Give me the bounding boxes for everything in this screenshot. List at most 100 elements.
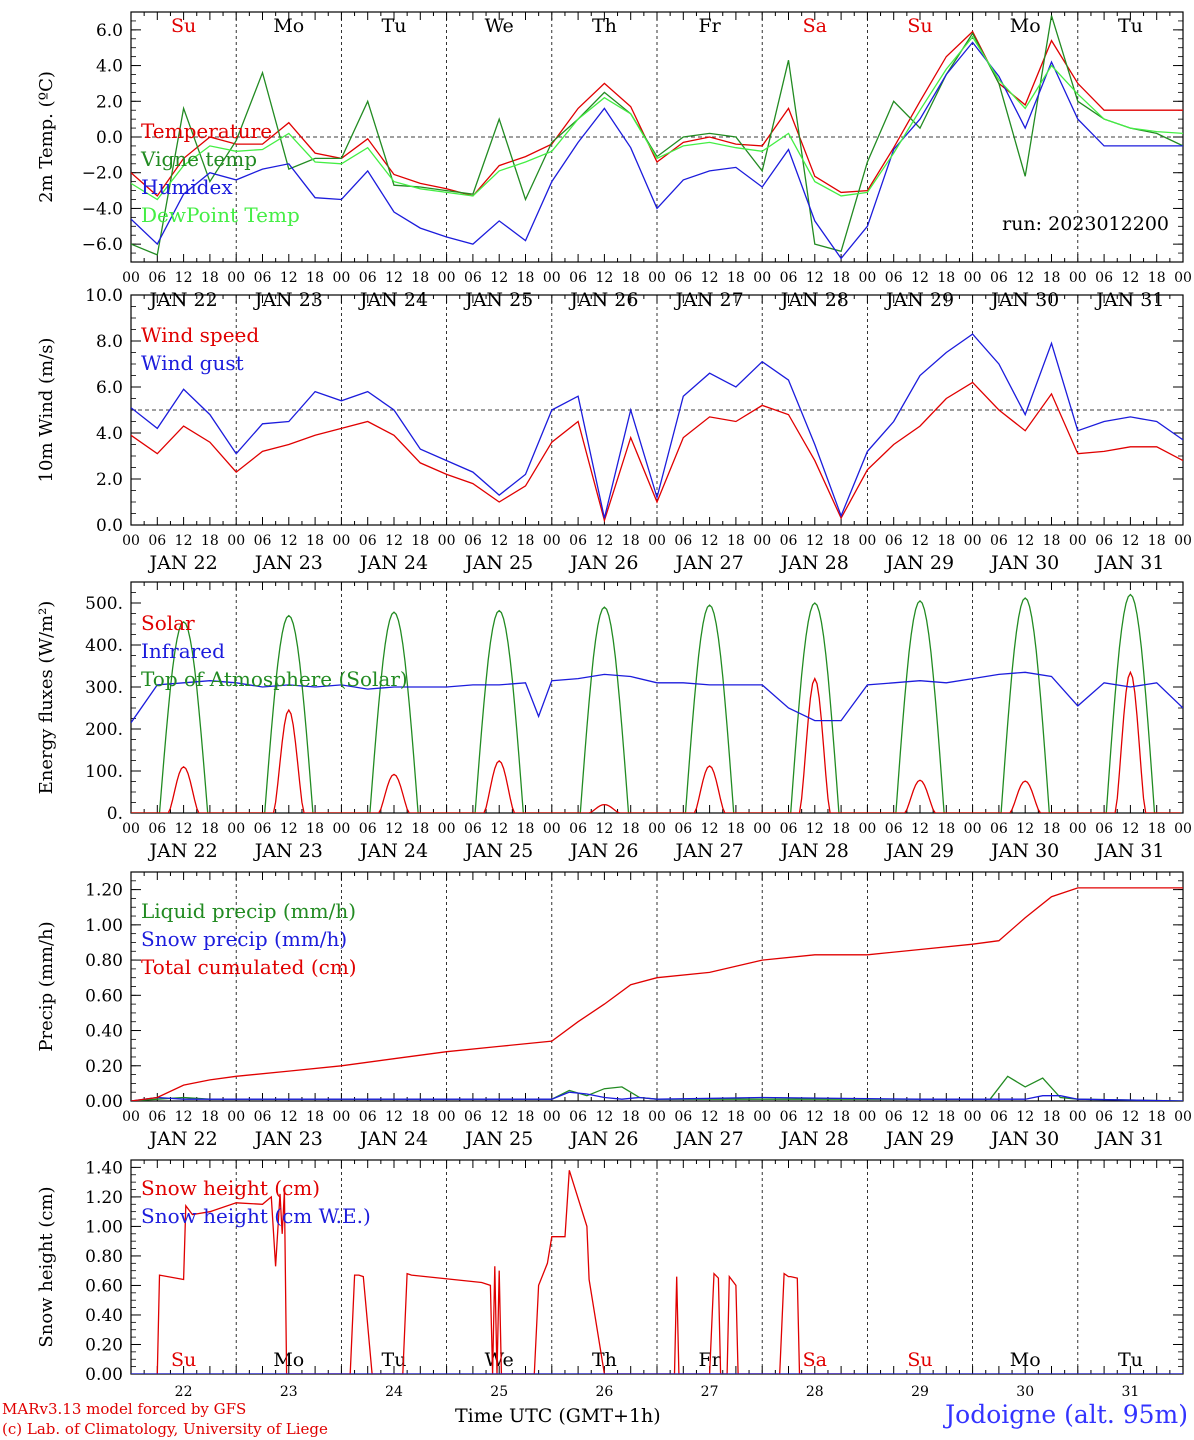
x-hour-label: 12: [1121, 821, 1139, 837]
x-hour-label: 06: [1095, 821, 1113, 837]
x-day-label: JAN 28: [779, 1128, 849, 1150]
y-tick-label: 1.40: [85, 1158, 123, 1178]
x-day-label: JAN 26: [568, 289, 638, 311]
y-tick-label: 0.20: [85, 1057, 123, 1077]
x-hour-label: 00: [964, 270, 982, 286]
x-hour-label: 18: [937, 1109, 955, 1125]
y-tick-label: 1.20: [85, 1188, 123, 1208]
y-tick-label: 0.00: [85, 1365, 123, 1385]
x-day-label: JAN 31: [1094, 552, 1164, 574]
x-hour-label: 18: [727, 270, 745, 286]
legend-entry: Total cumulated (cm): [141, 955, 357, 979]
x-hour-label: 06: [780, 821, 798, 837]
y-tick-label: 0.: [107, 804, 123, 824]
x-hour-label: 00: [1174, 1109, 1192, 1125]
x-hour-label: 18: [937, 821, 955, 837]
x-day-label: JAN 22: [148, 552, 218, 574]
weekday-label: Mo: [273, 1349, 304, 1371]
x-hour-label: 18: [622, 821, 640, 837]
x-hour-label: 00: [438, 821, 456, 837]
x-hour-label: 12: [701, 270, 719, 286]
x-hour-label: 06: [569, 821, 587, 837]
x-hour-label: 00: [438, 270, 456, 286]
x-hour-label: 18: [1148, 533, 1166, 549]
x-hour-label: 18: [727, 1109, 745, 1125]
x-hour-label: 12: [280, 821, 298, 837]
x-hour-label: 00: [227, 270, 245, 286]
x-hour-label: 12: [175, 533, 193, 549]
x-day-label: JAN 31: [1094, 840, 1164, 862]
x-hour-label: 00: [122, 1109, 140, 1125]
y-tick-label: 0.80: [85, 951, 123, 971]
x-hour-label: 12: [280, 270, 298, 286]
x-day-label: 27: [701, 1384, 719, 1400]
x-hour-label: 00: [1174, 533, 1192, 549]
x-day-label: JAN 24: [358, 1128, 428, 1150]
weekday-label: Su: [907, 1349, 932, 1371]
x-day-label: JAN 30: [989, 840, 1059, 862]
x-day-label: JAN 23: [253, 289, 323, 311]
x-day-label: JAN 29: [884, 1128, 954, 1150]
x-hour-label: 06: [990, 270, 1008, 286]
x-hour-label: 06: [148, 270, 166, 286]
x-hour-label: 00: [438, 1109, 456, 1125]
x-hour-label: 18: [306, 1109, 324, 1125]
x-hour-label: 00: [543, 1109, 561, 1125]
x-hour-label: 06: [359, 821, 377, 837]
x-day-label: JAN 22: [148, 1128, 218, 1150]
x-hour-label: 12: [490, 821, 508, 837]
legend-entry: Humidex: [141, 175, 233, 199]
x-hour-label: 06: [885, 533, 903, 549]
y-tick-label: 0.0: [96, 128, 123, 148]
x-hour-label: 00: [227, 533, 245, 549]
x-day-label: JAN 29: [884, 552, 954, 574]
x-day-label: JAN 23: [253, 1128, 323, 1150]
series-line-toa-solar: [131, 593, 1181, 813]
x-day-label: 26: [595, 1384, 613, 1400]
x-hour-label: 18: [1043, 1109, 1061, 1125]
x-hour-label: 18: [201, 270, 219, 286]
x-hour-label: 18: [306, 821, 324, 837]
x-hour-label: 00: [122, 270, 140, 286]
x-hour-label: 12: [1016, 270, 1034, 286]
x-day-label: JAN 30: [989, 1128, 1059, 1150]
x-hour-label: 12: [595, 821, 613, 837]
x-hour-label: 00: [648, 1109, 666, 1125]
x-hour-label: 18: [832, 533, 850, 549]
x-day-label: JAN 31: [1094, 1128, 1164, 1150]
x-day-label: JAN 24: [358, 840, 428, 862]
weekday-label: We: [485, 1349, 514, 1371]
x-hour-label: 06: [254, 821, 272, 837]
panel-snow: 0.00 0.20 0.40 0.60 0.80 1.00 1.20 1.40 Snow hei…: [36, 1158, 1184, 1400]
y-tick-label: −6.0: [82, 235, 123, 255]
panel-energy: 0. 100. 200. 300. 400. 500. Energy fluxes (W/m…: [36, 581, 1192, 862]
x-hour-label: 06: [780, 1109, 798, 1125]
x-day-label: JAN 24: [358, 289, 428, 311]
x-day-label: JAN 25: [463, 840, 533, 862]
x-hour-label: 00: [438, 533, 456, 549]
x-hour-label: 18: [832, 270, 850, 286]
x-hour-label: 06: [885, 270, 903, 286]
x-hour-label: 18: [622, 533, 640, 549]
y-axis-label: 2m Temp. (ºC): [36, 71, 57, 203]
series-line-vigne-temp: [131, 15, 1183, 256]
x-hour-label: 12: [911, 1109, 929, 1125]
y-tick-label: 400.: [85, 636, 123, 656]
x-hour-label: 06: [464, 821, 482, 837]
x-hour-label: 12: [1016, 533, 1034, 549]
y-tick-label: 2.0: [96, 92, 123, 112]
legend-entry: Snow height (cm): [141, 1176, 320, 1200]
y-tick-label: 1.00: [85, 1217, 123, 1237]
x-hour-label: 06: [464, 533, 482, 549]
x-hour-label: 18: [306, 533, 324, 549]
x-hour-label: 12: [175, 1109, 193, 1125]
x-hour-label: 00: [227, 1109, 245, 1125]
credit-model: MARv3.13 model forced by GFS: [2, 1400, 247, 1418]
x-hour-label: 06: [148, 1109, 166, 1125]
x-hour-label: 12: [1016, 821, 1034, 837]
x-hour-label: 06: [885, 821, 903, 837]
x-day-label: JAN 26: [568, 552, 638, 574]
x-hour-label: 12: [701, 1109, 719, 1125]
x-hour-label: 06: [1095, 533, 1113, 549]
x-hour-label: 18: [1043, 533, 1061, 549]
